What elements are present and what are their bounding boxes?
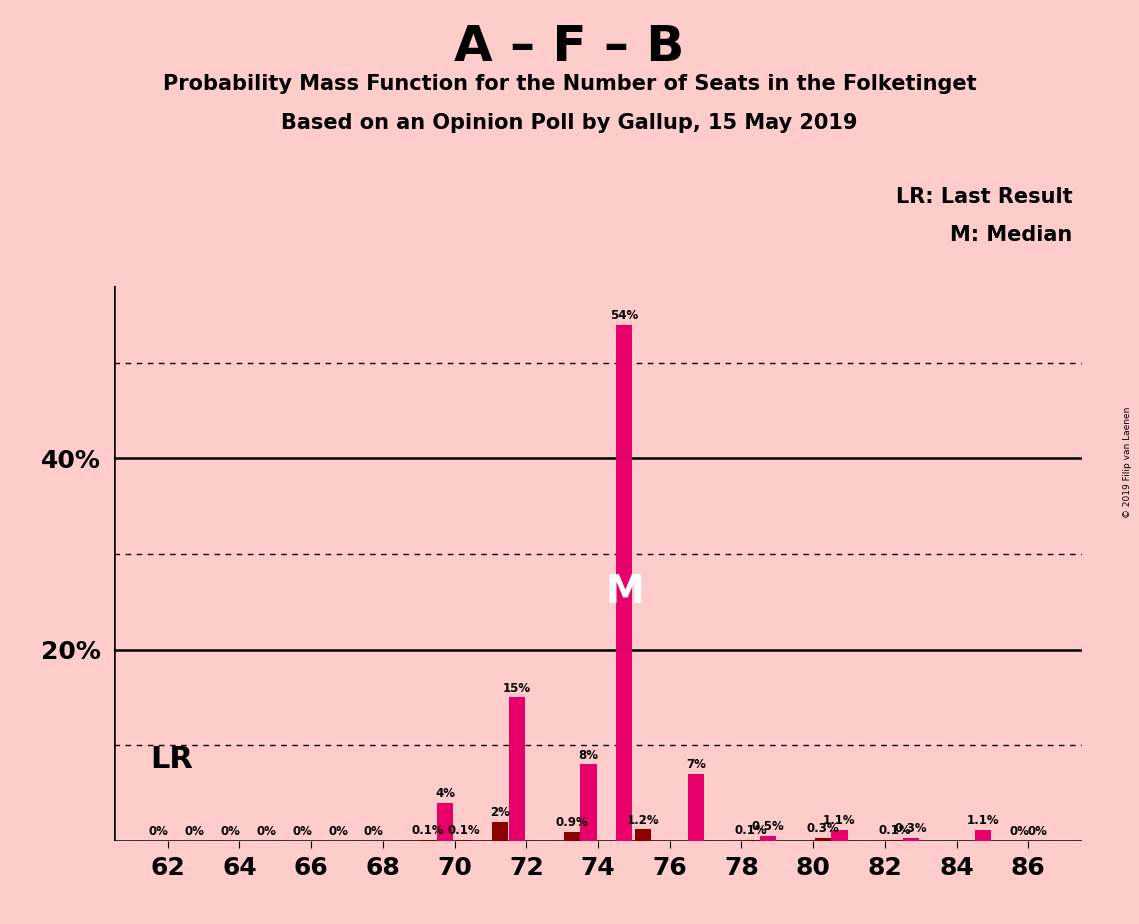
Text: LR: LR [149,745,192,774]
Text: 0%: 0% [293,825,312,838]
Text: 4%: 4% [435,786,456,800]
Bar [616,324,632,841]
Text: 54%: 54% [611,309,639,322]
Text: 0%: 0% [1027,825,1047,838]
Bar [420,840,436,841]
Text: 0.3%: 0.3% [895,822,927,835]
Bar [492,821,508,841]
Text: M: Median: M: Median [950,225,1073,246]
Text: 1.1%: 1.1% [967,814,999,828]
Text: 15%: 15% [502,682,531,695]
Bar [636,830,652,841]
Text: © 2019 Filip van Laenen: © 2019 Filip van Laenen [1123,407,1132,517]
Text: 0%: 0% [328,825,347,838]
Text: 0%: 0% [149,825,169,838]
Text: 0.1%: 0.1% [878,824,911,837]
Bar [581,764,597,841]
Bar [760,836,776,841]
Text: LR: Last Result: LR: Last Result [895,187,1073,207]
Text: 0%: 0% [256,825,277,838]
Bar [688,774,704,841]
Bar [437,803,453,841]
Text: 2%: 2% [490,806,510,819]
Text: 0.5%: 0.5% [752,821,784,833]
Text: 7%: 7% [686,758,706,771]
Text: 0%: 0% [221,825,240,838]
Bar [814,838,830,841]
Bar [564,833,580,841]
Bar [903,838,919,841]
Text: 0.1%: 0.1% [448,824,481,837]
Text: 0.3%: 0.3% [806,822,839,835]
Text: 0%: 0% [1009,825,1030,838]
Bar [886,840,902,841]
Text: Based on an Opinion Poll by Gallup, 15 May 2019: Based on an Opinion Poll by Gallup, 15 M… [281,113,858,133]
Text: M: M [605,573,644,612]
Bar [456,840,473,841]
Text: 0.9%: 0.9% [555,817,588,830]
Text: 1.2%: 1.2% [628,813,659,826]
Text: 0%: 0% [185,825,205,838]
Bar [743,840,759,841]
Text: A – F – B: A – F – B [454,23,685,71]
Bar [975,831,991,841]
Text: 8%: 8% [579,748,598,761]
Text: 0%: 0% [364,825,384,838]
Text: 1.1%: 1.1% [823,814,855,828]
Bar [831,831,847,841]
Text: 0.1%: 0.1% [735,824,768,837]
Text: Probability Mass Function for the Number of Seats in the Folketinget: Probability Mass Function for the Number… [163,74,976,94]
Bar [509,698,525,841]
Text: 0.1%: 0.1% [412,824,444,837]
